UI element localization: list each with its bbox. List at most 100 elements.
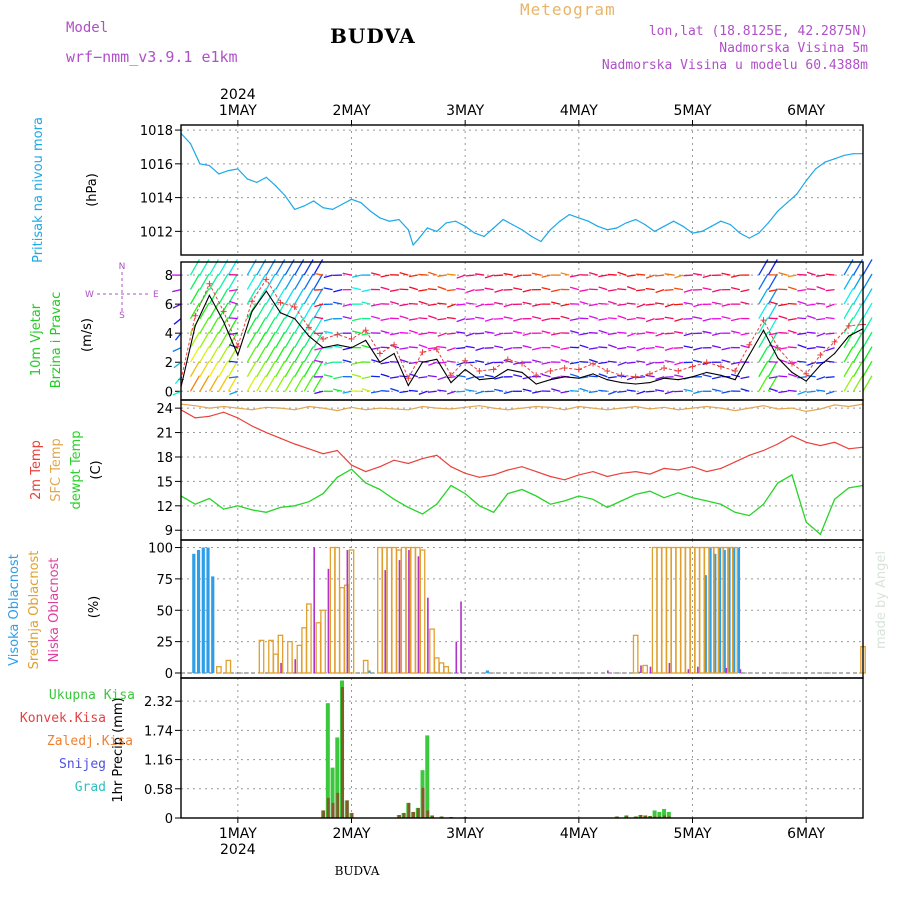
wind-arrow — [664, 288, 674, 292]
wind-arrow — [399, 390, 409, 394]
dewpt-line-point — [336, 476, 338, 478]
wind-arrow — [437, 318, 447, 321]
wind-arrow — [758, 346, 769, 363]
wind-arrow — [721, 359, 731, 363]
wind-arrow — [655, 361, 665, 364]
wind-gust-marker — [277, 299, 284, 306]
wind-arrow — [758, 302, 769, 319]
wind-arrow — [465, 376, 475, 381]
dewpt-line-point — [350, 468, 353, 470]
wind-arrow — [172, 288, 182, 293]
wind-gust-marker — [263, 276, 270, 283]
credit-text: made by Angel — [874, 551, 889, 649]
wind-arrow — [284, 288, 295, 305]
wind-arrow — [246, 317, 257, 334]
sfc-temp-line-point — [819, 408, 821, 410]
wind-arrow — [550, 332, 561, 336]
dewpt-line-point — [805, 521, 807, 523]
wind-arrow — [284, 360, 295, 378]
sfc-temp-line-point — [535, 405, 537, 408]
wind-arrow — [218, 273, 229, 290]
wind-arrow — [617, 390, 627, 393]
sfc-temp-line-point — [777, 408, 779, 410]
wind-arrow — [532, 272, 542, 276]
wind-arrow — [768, 360, 778, 363]
wind-arrow — [218, 375, 229, 392]
wind-arrow — [418, 288, 428, 292]
mid-cloud-bar — [315, 622, 322, 674]
wind-arrow — [370, 347, 381, 351]
sfc-temp-line-point — [649, 408, 651, 410]
wind-arrow — [314, 303, 324, 308]
wind-gust-marker — [831, 338, 838, 345]
wind-arrow — [588, 347, 598, 350]
wind-arrow — [730, 373, 741, 378]
wind-arrow — [313, 288, 324, 305]
mid-cloud-bar — [216, 666, 222, 674]
elevation-text: Nadmorska Visina 5m — [719, 41, 868, 56]
sfc-temp-line-point — [592, 407, 594, 409]
conv-precip-bar — [653, 816, 657, 818]
wind-arrow — [303, 288, 314, 305]
wind-speed-line-point — [194, 325, 196, 327]
ytick-label-temperature-2: 15 — [156, 475, 173, 490]
conv-precip-bar — [322, 810, 326, 818]
wind-arrow — [294, 331, 305, 349]
wind-arrow — [532, 303, 542, 307]
wind-arrow — [767, 360, 778, 378]
dewpt-line-point — [791, 474, 793, 476]
pressure-line-point — [388, 220, 390, 222]
wind-arrow — [246, 273, 257, 290]
ytick-label-precip-2: 1.16 — [144, 754, 173, 769]
wind-speed-line-point — [265, 290, 267, 292]
pressure-line-point — [559, 220, 561, 222]
wind-arrow — [862, 360, 873, 378]
high-cloud-bar — [485, 670, 490, 673]
pressure-line-point — [540, 240, 542, 243]
wind-arrow — [494, 274, 504, 277]
wind-arrow — [256, 331, 267, 349]
wind-arrow — [314, 347, 324, 351]
wind-arrow — [352, 330, 362, 334]
wind-arrow — [503, 272, 513, 276]
temp-2m-line-point — [777, 443, 779, 445]
wind-arrow — [768, 288, 778, 292]
wind-arrow — [758, 288, 769, 305]
wind-arrow — [494, 288, 504, 293]
wind-arrow — [208, 375, 219, 392]
wind-arrow — [189, 331, 201, 349]
pressure-line-point — [483, 235, 485, 238]
conv-precip-bar — [326, 797, 330, 818]
dewpt-line-point — [407, 506, 409, 509]
wind-arrow — [399, 331, 409, 334]
wind-gust-marker — [774, 344, 781, 351]
ytick-label-cloud-0: 0 — [165, 667, 173, 682]
pressure-line-point — [189, 142, 192, 145]
wind-arrow — [608, 390, 617, 395]
wind-arrow — [778, 331, 788, 334]
wind-arrow — [862, 288, 873, 305]
wind-arrow — [389, 376, 399, 379]
wind-arrow — [664, 316, 674, 320]
wind-arrow — [636, 376, 646, 379]
wind-arrow — [229, 390, 239, 395]
wind-arrow — [570, 373, 580, 378]
wind-arrow — [862, 317, 873, 334]
wind-gust-marker — [604, 367, 611, 374]
wind-arrow — [843, 288, 854, 305]
wind-arrow — [456, 303, 466, 306]
wind-arrow — [284, 346, 295, 363]
sfc-temp-line-point — [720, 407, 722, 409]
pressure-line-point — [256, 181, 258, 184]
dewpt-line-point — [535, 495, 537, 497]
temp-2m-line-point — [265, 431, 267, 434]
wind-arrow — [862, 302, 873, 319]
wind-speed-line-point — [535, 383, 537, 385]
wind-speed-line-point — [407, 384, 409, 387]
wind-arrow — [778, 375, 788, 378]
sfc-temp-line-point — [492, 407, 495, 409]
pressure-line-point — [369, 210, 372, 212]
wind-arrow — [265, 360, 276, 378]
wind-arrow — [484, 318, 494, 322]
compass-cross — [97, 272, 148, 314]
